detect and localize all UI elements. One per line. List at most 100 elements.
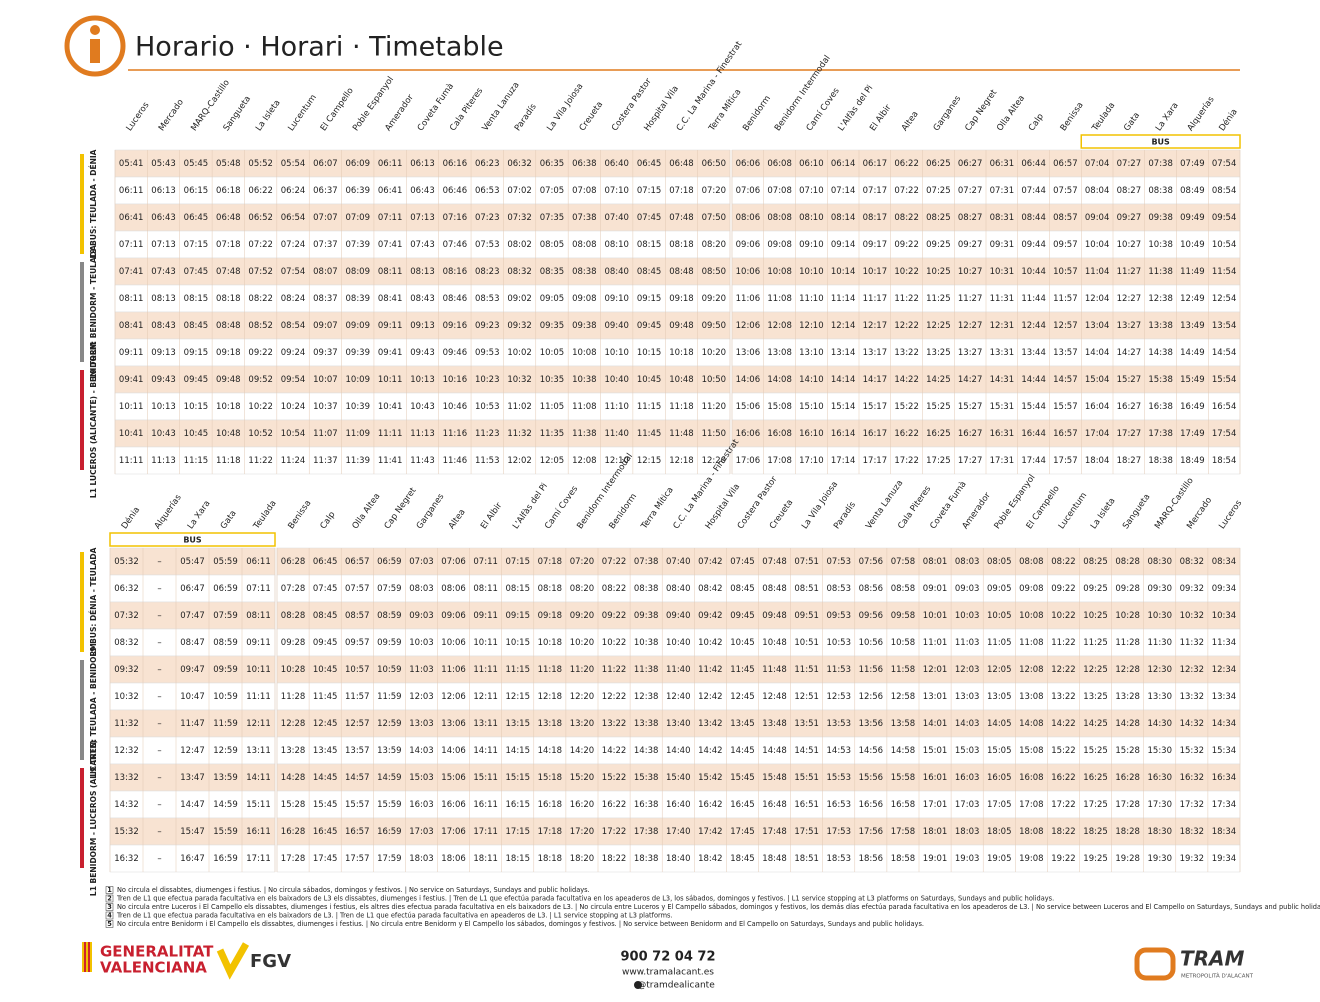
departure-time: 09:14 bbox=[831, 240, 856, 250]
departure-time: 18:03 bbox=[955, 827, 980, 837]
departure-time: 11:04 bbox=[1085, 267, 1110, 277]
departure-time: 12:06 bbox=[736, 321, 761, 331]
departure-time: 17:05 bbox=[987, 800, 1012, 810]
departure-time: – bbox=[157, 557, 161, 567]
line-label: L9 BUS: TEULADA - DÉNIA bbox=[89, 149, 98, 258]
departure-time: 11:28 bbox=[1115, 638, 1140, 648]
departure-time: 06:11 bbox=[378, 159, 403, 169]
departure-time: 10:28 bbox=[1115, 611, 1140, 621]
departure-time: 07:14 bbox=[831, 186, 856, 196]
social[interactable]: @tramdealicante bbox=[637, 981, 715, 991]
departure-time: 11:27 bbox=[958, 294, 983, 304]
departure-time: 08:17 bbox=[863, 213, 888, 223]
departure-time: 11:22 bbox=[248, 456, 273, 466]
departure-time: 08:40 bbox=[604, 267, 629, 277]
departure-time: 17:22 bbox=[602, 827, 627, 837]
departure-time: 08:50 bbox=[702, 267, 727, 277]
departure-time: 11:53 bbox=[827, 665, 852, 675]
departure-time: 18:54 bbox=[1212, 456, 1237, 466]
departure-time: 11:02 bbox=[507, 402, 532, 412]
departure-time: 08:02 bbox=[507, 240, 532, 250]
station-name: Paradís bbox=[832, 500, 858, 531]
departure-time: 08:06 bbox=[441, 584, 466, 594]
departure-time: 11:57 bbox=[345, 692, 370, 702]
departure-time: 16:31 bbox=[990, 429, 1015, 439]
departure-time: – bbox=[157, 827, 161, 837]
departure-time: 11:57 bbox=[1053, 294, 1078, 304]
departure-time: 17:22 bbox=[894, 456, 919, 466]
departure-time: 09:53 bbox=[475, 348, 500, 358]
departure-time: – bbox=[157, 611, 161, 621]
station-name: Gata bbox=[219, 509, 239, 531]
departure-time: 12:08 bbox=[767, 321, 792, 331]
departure-time: 13:25 bbox=[1083, 692, 1108, 702]
departure-time: 05:54 bbox=[281, 159, 306, 169]
departure-time: 06:43 bbox=[151, 213, 176, 223]
departure-time: 19:30 bbox=[1148, 854, 1173, 864]
departure-time: 13:49 bbox=[1180, 321, 1205, 331]
departure-time: 13:38 bbox=[1148, 321, 1173, 331]
departure-time: 15:17 bbox=[863, 402, 888, 412]
departure-time: 10:38 bbox=[572, 375, 597, 385]
departure-time: 13:25 bbox=[926, 348, 951, 358]
departure-time: 15:22 bbox=[894, 402, 919, 412]
departure-time: 06:22 bbox=[248, 186, 273, 196]
departure-time: 08:37 bbox=[313, 294, 338, 304]
departure-time: – bbox=[157, 800, 161, 810]
departure-time: 16:08 bbox=[767, 429, 792, 439]
departure-time: 17:42 bbox=[698, 827, 723, 837]
departure-time: 10:11 bbox=[473, 638, 498, 648]
departure-time: 09:18 bbox=[216, 348, 241, 358]
departure-time: 10:48 bbox=[216, 429, 241, 439]
departure-time: 13:42 bbox=[698, 719, 723, 729]
departure-time: 14:05 bbox=[987, 719, 1012, 729]
departure-time: 07:18 bbox=[216, 240, 241, 250]
departure-time: 07:22 bbox=[894, 186, 919, 196]
departure-time: 06:13 bbox=[410, 159, 435, 169]
departure-time: 06:57 bbox=[345, 557, 370, 567]
departure-time: 17:49 bbox=[1180, 429, 1205, 439]
departure-time: 09:06 bbox=[441, 611, 466, 621]
departure-time: 16:51 bbox=[794, 800, 819, 810]
departure-time: 14:53 bbox=[827, 746, 852, 756]
departure-time: 10:32 bbox=[507, 375, 532, 385]
departure-time: 10:45 bbox=[184, 429, 209, 439]
departure-time: 09:43 bbox=[410, 348, 435, 358]
departure-time: 10:32 bbox=[1180, 611, 1205, 621]
departure-time: 07:41 bbox=[378, 240, 403, 250]
departure-time: 07:23 bbox=[475, 213, 500, 223]
station-name: La Xara bbox=[186, 499, 213, 531]
departure-time: 09:45 bbox=[637, 321, 662, 331]
station-name: Paradís bbox=[513, 102, 539, 133]
departure-time: 08:32 bbox=[507, 267, 532, 277]
departure-time: 17:25 bbox=[926, 456, 951, 466]
station-name: Garganes bbox=[415, 492, 447, 532]
departure-time: 12:28 bbox=[281, 719, 306, 729]
departure-time: 08:06 bbox=[736, 213, 761, 223]
departure-time: 11:35 bbox=[540, 429, 565, 439]
departure-time: 11:13 bbox=[151, 456, 176, 466]
departure-time: 18:04 bbox=[1085, 456, 1110, 466]
departure-time: 11:42 bbox=[698, 665, 723, 675]
website[interactable]: www.tramalacant.es bbox=[622, 968, 714, 978]
departure-time: 11:48 bbox=[669, 429, 694, 439]
departure-time: 11:38 bbox=[1148, 267, 1173, 277]
departure-time: 17:15 bbox=[506, 827, 531, 837]
departure-time: 13:14 bbox=[831, 348, 856, 358]
departure-time: 08:44 bbox=[1021, 213, 1046, 223]
departure-time: 15:54 bbox=[1212, 375, 1237, 385]
departure-time: – bbox=[157, 638, 161, 648]
departure-time: 11:40 bbox=[604, 429, 629, 439]
departure-time: 16:06 bbox=[441, 800, 466, 810]
departure-time: 10:13 bbox=[151, 402, 176, 412]
departure-time: 06:48 bbox=[216, 213, 241, 223]
departure-time: 08:18 bbox=[538, 584, 563, 594]
departure-time: 07:32 bbox=[507, 213, 532, 223]
departure-time: 16:59 bbox=[213, 854, 238, 864]
departure-time: 19:28 bbox=[1115, 854, 1140, 864]
departure-time: 16:54 bbox=[1212, 402, 1237, 412]
departure-time: 16:10 bbox=[799, 429, 824, 439]
departure-time: 07:11 bbox=[119, 240, 144, 250]
line-label: L1 BENIDORM - LUCEROS (ALICANTE) bbox=[89, 740, 98, 896]
departure-time: 17:27 bbox=[958, 456, 983, 466]
